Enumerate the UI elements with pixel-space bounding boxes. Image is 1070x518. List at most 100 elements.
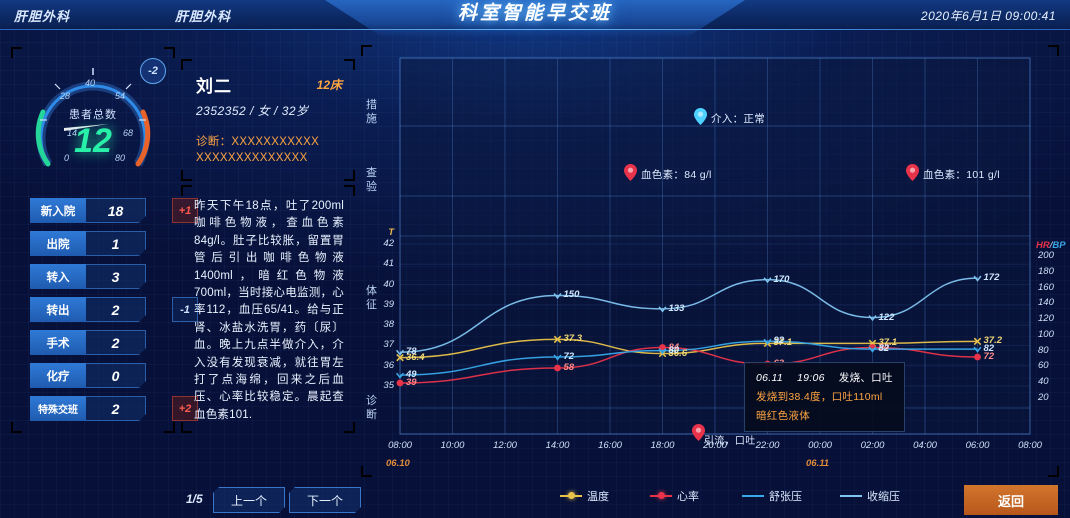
left-axis-tick: 41 — [383, 258, 394, 270]
left-axis-tick: 38 — [383, 319, 394, 331]
legend-swatch — [840, 495, 862, 497]
x-axis-tick: 16:00 — [598, 440, 622, 451]
stat-label: 转出 — [30, 297, 86, 322]
left-axis-tick: 36 — [383, 359, 394, 371]
legend-swatch — [560, 492, 582, 499]
x-axis-tick: 22:00 — [755, 440, 780, 451]
x-axis-date: 06.10 — [386, 458, 410, 469]
stat-row-2[interactable]: 转入 3 — [30, 264, 146, 289]
patient-bed: 12床 — [316, 78, 342, 92]
clinical-note-panel: 昨天下午18点，吐了200ml咖啡色物液，查血色素84g/l。肚子比较胀，留置胃… — [181, 185, 355, 433]
stat-row-1[interactable]: 出院 1 — [30, 231, 146, 256]
left-axis-tick: 42 — [383, 238, 394, 249]
data-label: 36.6 — [668, 347, 688, 359]
legend-label: 温度 — [587, 491, 609, 503]
stat-row-0[interactable]: 新入院 18 +1 — [30, 198, 198, 223]
right-axis-header: HR/BP — [1036, 240, 1066, 251]
corner-bracket — [361, 45, 372, 56]
stat-row-6[interactable]: 特殊交班 2 +2 — [30, 396, 198, 421]
data-label: 84 — [668, 341, 680, 353]
stat-value: 3 — [86, 264, 146, 289]
map-pin-icon[interactable] — [694, 108, 707, 125]
corner-bracket — [344, 422, 355, 433]
legend-item-心率[interactable]: 心率 — [650, 488, 699, 504]
gauge: 14 28 40 54 68 80 0 -2 患者总数 12 — [12, 48, 174, 188]
data-label: 150 — [563, 289, 580, 301]
diagnosis-line-1: XXXXXXXXXXX — [231, 136, 320, 148]
stat-label: 出院 — [30, 231, 86, 256]
stat-delta: +2 — [172, 396, 198, 421]
stat-delta: -1 — [172, 297, 198, 322]
patient-diagnosis: 诊断：XXXXXXXXXXX XXXXXXXXXXXXXX — [196, 134, 346, 166]
tooltip-title: 发烧、口吐 — [838, 372, 893, 384]
data-label: 82 — [983, 343, 995, 355]
x-axis-tick: 20:00 — [703, 440, 727, 451]
diagnosis-line-2: XXXXXXXXXXXXXX — [196, 152, 308, 164]
title-backdrop — [325, 0, 745, 38]
legend-label: 舒张压 — [769, 491, 802, 503]
data-label: 72 — [983, 350, 995, 362]
right-axis-tick: 20 — [1038, 392, 1049, 403]
gauge-tick-68: 68 — [123, 128, 134, 138]
stat-row-3[interactable]: 转出 2 -1 — [30, 297, 198, 322]
stat-label: 新入院 — [30, 198, 86, 223]
department-label-left: 肝胆外科 — [14, 9, 71, 24]
stat-row-5[interactable]: 化疗 0 — [30, 363, 146, 388]
data-label: 36.4 — [406, 351, 425, 363]
data-label: 122 — [878, 311, 895, 323]
right-axis-tick: 160 — [1038, 281, 1054, 293]
chart-canvas — [396, 57, 1031, 435]
patient-info-panel: 刘二 12床 2352352 / 女 / 32岁 诊断：XXXXXXXXXXX … — [181, 59, 355, 181]
data-label: 39 — [406, 377, 417, 388]
gauge-value: 12 — [74, 122, 112, 160]
vitals-chart-panel: 措 施查 验体 征诊 断 T 42 41 40 39 38 37 36 35 HR/BP 200 180… — [361, 45, 1066, 477]
x-axis-tick: 04:00 — [913, 440, 937, 451]
legend-item-温度[interactable]: 温度 — [560, 488, 609, 504]
clinical-note-text: 昨天下午18点，吐了200ml咖啡色物液，查血色素84g/l。肚子比较胀，留置胃… — [194, 200, 344, 421]
legend-item-收缩压[interactable]: 收缩压 — [840, 488, 900, 504]
corner-bracket — [1048, 45, 1059, 56]
stat-value: 0 — [86, 363, 146, 388]
right-axis-tick: 200 — [1038, 250, 1054, 261]
event-tooltip: 06.11 19:06 发烧、口吐 发烧到38.4度，口吐110ml 暗红色液体 — [744, 362, 905, 432]
tooltip-line-2: 暗红色液体 — [756, 410, 810, 422]
x-axis-tick: 14:00 — [545, 440, 570, 451]
corner-bracket — [181, 185, 192, 196]
map-pin-icon[interactable] — [906, 164, 919, 181]
vitals-chart: 措 施查 验体 征诊 断 T 42 41 40 39 38 37 36 35 HR/BP 200 180… — [362, 46, 1066, 476]
corner-bracket — [11, 422, 22, 433]
marker-label: 引流，口吐 — [704, 436, 756, 447]
map-pin-icon[interactable] — [692, 424, 705, 441]
corner-bracket — [344, 170, 355, 181]
stat-row-4[interactable]: 手术 2 — [30, 330, 146, 355]
next-patient-button[interactable]: 下一个 — [289, 487, 361, 513]
data-label: 49 — [406, 369, 417, 381]
data-label: 133 — [668, 302, 685, 314]
tooltip-time: 19:06 — [797, 372, 825, 384]
gauge-delta-badge: -2 — [140, 58, 166, 84]
gauge-tick-14: 14 — [67, 128, 78, 138]
x-axis-tick: 08:00 — [1018, 440, 1042, 451]
x-axis-tick: 06:00 — [965, 440, 990, 451]
legend-item-舒张压[interactable]: 舒张压 — [742, 488, 802, 504]
gauge-tick-28: 28 — [60, 91, 71, 101]
stat-label: 手术 — [30, 330, 86, 355]
x-axis-tick: 08:00 — [388, 440, 412, 451]
legend-label: 收缩压 — [867, 491, 900, 503]
patient-name: 刘二 — [196, 77, 232, 96]
back-button[interactable]: 返回 — [964, 485, 1058, 515]
marker-label: 介入：正常 — [711, 113, 765, 125]
data-label: 78 — [406, 346, 417, 358]
map-pin-icon[interactable] — [624, 164, 637, 181]
prev-patient-button[interactable]: 上一个 — [213, 487, 285, 513]
gauge-label: 患者总数 — [69, 109, 117, 121]
gauge-tick-0: 0 — [64, 153, 70, 163]
chart-category-措施: 措 施 — [366, 99, 378, 125]
data-label: 72 — [563, 350, 575, 362]
marker-label: 血色素：101 g/l — [923, 169, 1000, 181]
data-label: 172 — [983, 272, 1000, 284]
tooltip-date: 06.11 — [756, 372, 783, 384]
legend-swatch — [742, 495, 764, 497]
title-text: 科室智能早交班 — [457, 3, 612, 24]
